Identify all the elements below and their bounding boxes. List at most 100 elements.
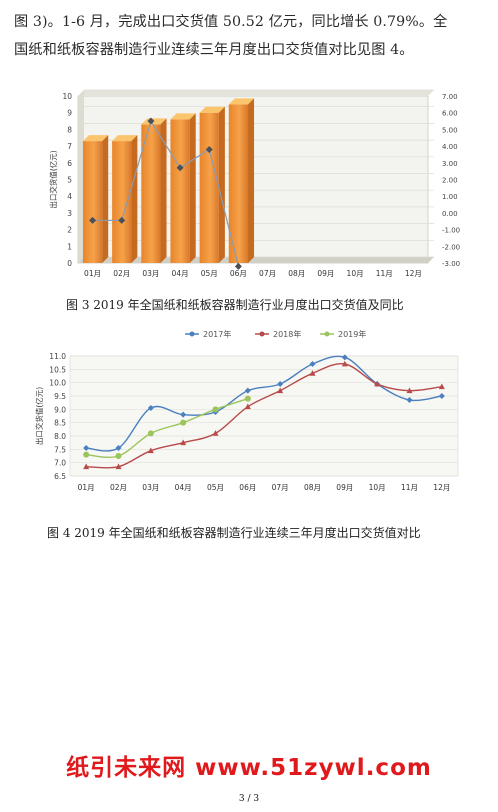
yoy-point	[89, 216, 97, 224]
series-point	[147, 447, 154, 454]
x-tick-label: 02月	[113, 269, 130, 278]
bar-front	[82, 141, 103, 263]
y-tick-label: 7.5	[54, 445, 66, 454]
y-axis-label: 出口交货值(亿元)	[48, 150, 58, 208]
figure-3-chart: 0 1 2 3 4 5 6 7 8 9 10 -3.00 -2.00 -1.00 0.00 1.00 2.00 3…	[48, 89, 460, 278]
legend-item: 2019年	[320, 329, 366, 339]
x-tick-label: 03月	[142, 483, 159, 492]
y-tick-label: 10	[62, 92, 72, 101]
legend-label: 2017年	[203, 329, 231, 339]
bar	[141, 118, 167, 263]
x-tick-label: 10月	[347, 269, 364, 278]
series-point	[115, 445, 122, 451]
y-tick-label: 7	[67, 142, 72, 151]
y-tick-label: 10.0	[49, 379, 66, 388]
page-number: 3 / 3	[238, 794, 260, 804]
y2-tick-label: 4.00	[442, 143, 458, 151]
bar	[170, 113, 196, 263]
yoy-point	[205, 145, 213, 153]
bar-front	[141, 124, 161, 263]
y2-tick-label: -3.00	[442, 260, 460, 268]
x-tick-label: 02月	[110, 483, 127, 492]
x-tick-label: 04月	[172, 269, 189, 278]
bar	[82, 135, 109, 263]
series-point	[147, 430, 154, 437]
x-tick-label: 04月	[175, 483, 192, 492]
y-tick-label: 9.5	[54, 392, 66, 401]
y2-tick-label: -1.00	[442, 227, 460, 235]
paragraph-line-1: 图 3)。1-6 月，完成出口交货值 50.52 亿元，同比增长 0.79%。全	[14, 14, 448, 30]
x-tick-label: 01月	[78, 483, 95, 492]
plot-background	[69, 355, 459, 477]
series-point	[406, 387, 413, 394]
y-tick-label: 0	[67, 259, 72, 268]
figure-4-chart: 2017年 2018年 2019年 6.5 7.0 7.5 8.0 8.5 9.0 9.5 10.…	[34, 329, 459, 492]
bar-top	[170, 113, 196, 120]
plot-3d-floor	[78, 257, 434, 263]
y-tick-label: 10.5	[49, 365, 66, 374]
bar-top	[199, 106, 225, 113]
series-point	[83, 463, 90, 470]
legend-item: 2017年	[185, 329, 231, 339]
bar-side	[102, 135, 109, 263]
bar-front	[199, 112, 219, 263]
y2-tick-label: -2.00	[442, 243, 460, 251]
bar	[199, 106, 225, 263]
x-tick-label: 05月	[201, 269, 218, 278]
series-point	[180, 411, 187, 418]
series-point	[374, 380, 381, 387]
yoy-point	[234, 262, 242, 270]
y-tick-label: 1	[67, 242, 72, 251]
bar-side	[248, 98, 255, 263]
series-point	[212, 430, 219, 436]
y2-tick-label: 2.00	[442, 177, 458, 185]
bar-side	[218, 106, 225, 263]
series-point	[341, 360, 348, 367]
yoy-point	[118, 216, 126, 224]
series-line	[86, 363, 442, 469]
series-point	[244, 387, 251, 394]
series-point	[244, 395, 251, 402]
series-point	[438, 393, 445, 399]
yoy-point	[147, 117, 155, 125]
series-point	[277, 381, 284, 387]
y-axis-label: 出口交货值(亿元)	[34, 387, 44, 445]
y-tick-label: 3	[67, 209, 72, 218]
x-tick-label: 11月	[376, 269, 393, 278]
bar-front	[170, 119, 190, 263]
y-tick-label: 6	[67, 159, 72, 168]
legend-swatch-marker	[324, 331, 330, 337]
series-point	[438, 383, 445, 390]
x-tick-label: 09月	[336, 483, 353, 492]
y-tick-label: 7.0	[54, 459, 66, 468]
series-point	[212, 406, 219, 413]
bar-side	[131, 135, 138, 263]
series-point	[277, 387, 284, 394]
y-tick-label: 8	[67, 125, 72, 134]
series-point	[180, 419, 187, 426]
series-point	[83, 451, 90, 458]
series-point	[115, 463, 122, 470]
bar-top	[112, 135, 138, 142]
body-paragraph: 图 3)。1-6 月，完成出口交货值 50.52 亿元，同比增长 0.79%。全…	[14, 8, 486, 64]
figure-4-caption: 图 4 2019 年全国纸和纸板容器制造行业连续三年月度出口交货值对比	[47, 526, 421, 540]
series-point	[115, 453, 122, 459]
series-point	[341, 354, 348, 361]
y-tick-label: 2	[67, 226, 72, 235]
x-tick-label: 07月	[259, 269, 276, 278]
y-tick-label: 4	[67, 192, 72, 201]
legend-label: 2019年	[338, 329, 366, 339]
plot-3d-top	[78, 90, 434, 96]
y-tick-label: 9	[67, 109, 72, 118]
x-tick-label: 09月	[317, 269, 334, 278]
x-tick-label: 12月	[433, 483, 450, 492]
y-tick-label: 5	[67, 176, 72, 185]
x-tick-label: 08月	[304, 483, 321, 492]
x-tick-label: 11月	[401, 483, 418, 492]
yoy-point	[176, 164, 184, 172]
figure-3-caption: 图 3 2019 年全国纸和纸板容器制造行业月度出口交货值及同比	[66, 298, 404, 312]
series-point	[147, 405, 154, 411]
series-point	[309, 370, 316, 376]
legend-swatch-marker	[189, 331, 195, 337]
yoy-line	[92, 119, 239, 267]
